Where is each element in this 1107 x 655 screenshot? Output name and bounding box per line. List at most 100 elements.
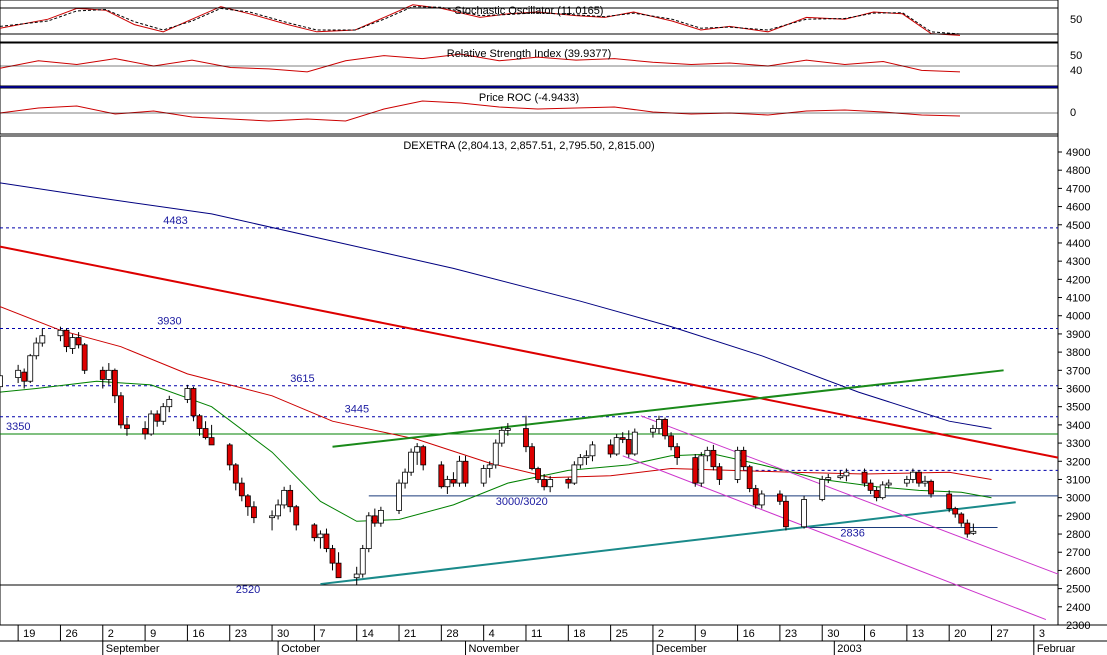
candle-body [631,431,638,455]
trendline-1 [332,369,1004,448]
candle-body [607,444,614,455]
y-tick-label: 3100 [1066,474,1090,486]
candle-body [577,457,584,466]
candle-body [656,419,662,429]
rsi-title: Relative Strength Index (39.9377) [447,48,612,60]
main-title: DEXETRA (2,804.13, 2,857.51, 2,795.50, 2… [403,140,654,152]
candle-body [148,413,155,435]
level-label: 2836 [840,527,864,539]
x-tick-label: 21 [404,628,416,640]
candle-body [293,506,300,526]
candle-body [571,464,578,484]
candle-body [124,424,130,429]
level-label: 3615 [290,373,314,385]
y-tick-label: 4000 [1066,311,1090,323]
candle-body [861,471,868,484]
y-tick-label: 4800 [1066,165,1090,177]
x-tick-label: 25 [616,628,628,640]
level-label: 3445 [345,404,369,416]
candle-body [885,482,892,486]
x-tick-label: 9 [150,628,156,640]
candle-body [783,500,789,528]
month-label: November [469,643,520,655]
candle-body [498,429,505,444]
level-label: 3000/3020 [496,496,548,508]
candle-body [269,515,275,519]
candle-body [226,444,233,466]
candle-body [529,446,535,469]
candle-body [371,515,378,524]
y-tick-label: 4300 [1066,256,1090,268]
candle-body [408,451,415,473]
candle-body [746,466,753,489]
x-tick-label: 6 [870,628,876,640]
y-tick-label: 2500 [1066,584,1090,596]
level-label: 3930 [157,315,181,327]
y-tick-label: 3500 [1066,402,1090,414]
trendline-3 [640,415,1059,575]
x-tick-label: 28 [446,628,458,640]
candle-body [275,504,282,517]
candle-body [438,464,445,488]
candle-body [69,337,76,349]
candle-body [202,428,209,439]
x-tick-label: 11 [531,628,542,640]
candle-body [752,488,759,506]
candle-body [674,446,681,459]
roc-tick-label: 0 [1070,107,1076,119]
x-tick-label: 30 [277,628,289,640]
candle-body [402,471,408,484]
level-label: 4483 [163,215,187,227]
x-tick-label: 18 [573,628,585,640]
candle-body [734,449,741,480]
candle-body [480,468,487,484]
candle-body [928,480,934,495]
candle-body [710,449,717,468]
x-tick-label: 27 [996,628,1008,640]
y-tick-label: 2400 [1066,602,1090,614]
roc-title: Price ROC (-4.9433) [479,92,579,104]
candle-body [317,533,324,539]
y-tick-label: 4600 [1066,202,1090,214]
candle-body [414,446,421,453]
candle-body [867,482,874,491]
candle-body [958,513,965,524]
stochastic-title: Stochastic Oscillator (11.0165) [455,5,604,17]
y-tick-label: 3900 [1066,329,1090,341]
candle-body [57,329,64,337]
candle-body [825,477,832,480]
candle-body [704,449,711,457]
candle-body [903,479,910,484]
candle-body [946,493,953,509]
month-label: October [281,643,320,655]
x-tick-label: 16 [743,628,755,640]
y-tick-label: 2700 [1066,547,1090,559]
trendline-0 [0,245,1059,459]
candle-body [879,484,886,499]
y-tick-label: 4700 [1066,183,1090,195]
level-label: 2520 [236,584,260,596]
candle-body [535,468,541,480]
x-tick-label: 9 [700,628,706,640]
y-tick-label: 3400 [1066,420,1090,432]
candle-body [444,479,451,488]
x-tick-label: 23 [785,628,797,640]
candle-body [15,369,22,378]
candle-body [196,415,203,429]
candle-body [662,419,668,437]
candle-body [504,428,511,431]
stochastic-tick-label: 50 [1070,14,1082,26]
candle-body [910,471,916,480]
candle-body [27,355,34,382]
candle-body [541,479,548,488]
rsi-panel [0,42,1059,87]
moving-average-1 [0,306,992,480]
candle-body [281,489,288,506]
x-tick-label: 14 [362,628,374,640]
candle-body [0,375,3,388]
x-tick-label: 23 [235,628,247,640]
candle-body [396,482,402,511]
y-tick-label: 3300 [1066,438,1090,450]
stochastic-d-line [0,6,961,35]
month-label: December [656,643,707,655]
